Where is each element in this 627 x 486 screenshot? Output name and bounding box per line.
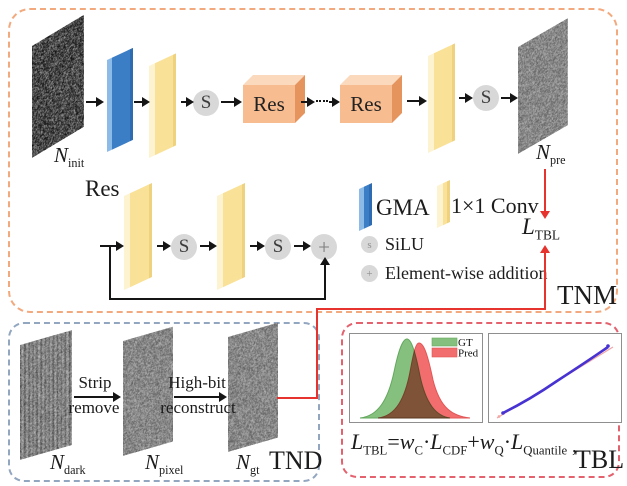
res-detail-title: Res	[85, 177, 120, 201]
res-block-label: Res	[243, 85, 295, 123]
res-block-1: Res	[243, 75, 305, 123]
arrow-conv-to-silu2	[459, 97, 465, 99]
qq-marker-end	[606, 344, 610, 348]
tnd-module-label: TND	[269, 447, 322, 474]
skip-connection-bottom	[109, 298, 326, 300]
gma-block	[107, 48, 133, 152]
conv1x1-block-out	[428, 43, 455, 153]
conv1x1-block-in	[149, 53, 176, 158]
arrow-gma-to-conv	[134, 101, 142, 103]
legend-gma-label: GMA	[376, 196, 430, 220]
red-line-horizontal-upper	[316, 308, 546, 310]
legend-add-icon: +	[361, 265, 378, 282]
arrow-ninit-to-gma	[86, 101, 96, 103]
res-block-2: Res	[340, 75, 402, 123]
arrow-silu-to-res1	[221, 101, 234, 103]
arrow-res2-to-conv	[407, 100, 419, 102]
res-detail-input-arrow	[100, 245, 116, 247]
res-detail-arrow-3	[200, 245, 209, 247]
strip-remove-label-bottom: remove	[62, 399, 126, 417]
red-arrowhead-up	[540, 245, 550, 253]
figure-canvas: Res Res S S Res S S + GMA 1×1 Conv s SiL…	[0, 0, 627, 486]
legend-silu-label: SiLU	[385, 235, 424, 254]
skip-connection-drop	[109, 246, 111, 300]
red-line-from-ngt	[277, 397, 318, 399]
res-block-side-face	[295, 75, 305, 123]
res-detail-arrow-2	[157, 245, 163, 247]
legend-conv-swatch	[437, 180, 450, 228]
n-pre-label: Npre	[536, 141, 566, 167]
legend-pred-text: Pred	[458, 348, 479, 360]
res-block-side-face	[392, 75, 402, 123]
silu-activation-2: S	[473, 85, 499, 111]
arrow-conv-to-silu	[181, 101, 186, 103]
strip-remove-label-top: Strip	[74, 374, 116, 392]
n-dark-noise-image	[20, 330, 72, 460]
legend-add-label: Element-wise addition	[385, 264, 547, 283]
legend-pred-swatch	[432, 348, 457, 357]
quantile-chart	[488, 333, 622, 423]
tbl-loss-formula: LTBL=wC·LCDF+wQ·LQuantile	[351, 430, 567, 458]
qq-marker-start	[501, 411, 505, 415]
n-gt-noise-image	[228, 323, 278, 452]
res-detail-silu-1: S	[171, 234, 197, 260]
res-detail-conv-1	[124, 183, 152, 290]
skip-connection-arrowhead	[320, 257, 330, 265]
loss-tbl-label: LTBL	[522, 215, 560, 243]
arrow-into-res2	[329, 101, 332, 103]
arrow-silu2-to-npre	[501, 97, 510, 99]
res-detail-conv-2	[217, 183, 245, 290]
distribution-chart-svg: GT Pred	[350, 334, 482, 422]
res-detail-arrow-4	[250, 245, 257, 247]
qq-line	[503, 347, 608, 413]
highbit-label-bottom: reconstruct	[158, 399, 238, 417]
red-line-npre-to-loss	[544, 169, 546, 211]
qq-marker-ref	[498, 415, 501, 418]
tnm-module-label: TNM	[557, 281, 617, 309]
arrow-res1-out	[301, 101, 307, 103]
quantile-chart-svg	[489, 334, 621, 422]
res-detail-silu-2: S	[265, 234, 291, 260]
n-gt-label: Ngt	[236, 451, 259, 477]
res-block-label: Res	[340, 85, 392, 123]
red-line-up-to-loss	[544, 253, 546, 309]
n-pixel-label: Npixel	[145, 451, 183, 477]
legend-silu-icon: s	[361, 236, 378, 253]
tbl-module-label: TBL	[575, 446, 624, 473]
silu-activation-1: S	[193, 90, 219, 116]
n-dark-label: Ndark	[50, 451, 86, 477]
legend-gt-swatch	[432, 338, 457, 346]
skip-connection-rise	[324, 263, 326, 300]
res-detail-arrow-5	[294, 245, 303, 247]
legend-gma-swatch	[359, 183, 372, 231]
n-init-label: Ninit	[54, 144, 84, 170]
distribution-chart: GT Pred	[349, 333, 483, 423]
highbit-label-top: High-bit	[166, 374, 228, 392]
red-line-vertical-mid	[316, 308, 318, 399]
dotted-repeat-connector	[316, 100, 328, 102]
